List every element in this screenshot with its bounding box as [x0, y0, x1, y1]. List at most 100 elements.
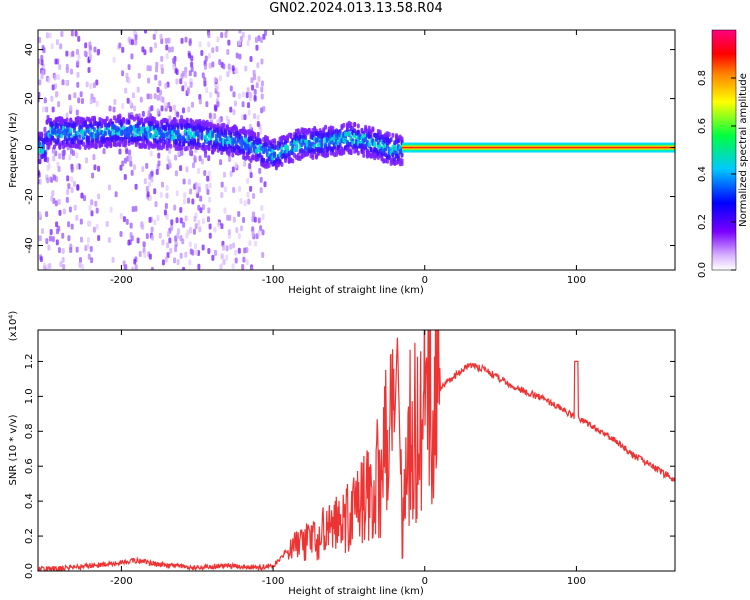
spectrogram-ridge-cell	[43, 151, 47, 157]
spectrogram-noise-cell	[89, 246, 93, 253]
spectrogram-ridge-cell	[43, 156, 47, 162]
spectrogram-noise-cell	[225, 254, 229, 261]
spectrogram-noise-cell	[127, 77, 131, 84]
spectrogram-noise-cell	[50, 95, 54, 102]
spectrogram-ridge-cell	[378, 129, 382, 135]
spectrogram-noise-cell	[206, 189, 210, 196]
spectrogram-noise-cell	[153, 188, 157, 195]
spectrogram-noise-cell	[79, 91, 83, 98]
spectrogram-noise-cell	[136, 237, 140, 244]
spectrogram-noise-cell	[254, 240, 258, 247]
spectrogram-noise-cell	[235, 52, 239, 59]
spectrogram-noise-cell	[208, 62, 212, 69]
spectrogram-noise-cell	[76, 71, 80, 78]
spectrogram-noise-cell	[235, 227, 239, 234]
spectrogram-noise-cell	[161, 239, 165, 246]
spectrogram-noise-cell	[39, 256, 43, 263]
spectrogram-noise-cell	[188, 40, 192, 47]
spectrogram-noise-cell	[121, 46, 125, 53]
spectrogram-noise-cell	[69, 247, 73, 254]
spectrogram-noise-cell	[146, 93, 150, 100]
spectrogram-noise-cell	[184, 66, 188, 73]
spectrogram-noise-cell	[215, 45, 219, 52]
spectrogram-noise-cell	[238, 30, 242, 34]
spectrogram-noise-cell	[220, 223, 224, 230]
spectrogram-noise-cell	[248, 163, 252, 170]
spectrogram-noise-cell	[173, 204, 177, 211]
spectrogram-noise-cell	[134, 183, 138, 190]
spectrogram-noise-cell	[241, 31, 245, 38]
spectrogram-noise-cell	[92, 82, 96, 89]
spectrogram-noise-cell	[208, 112, 212, 119]
spectrogram-noise-cell	[70, 223, 74, 230]
spectrogram-noise-cell	[93, 164, 97, 171]
spectrogram-noise-cell	[51, 190, 55, 197]
spectrogram-noise-cell	[118, 148, 122, 155]
spectrogram-noise-cell	[187, 106, 191, 113]
spectrogram-noise-cell	[157, 152, 161, 159]
spectrogram-noise-cell	[148, 65, 152, 72]
spectrogram-noise-cell	[203, 169, 207, 176]
spectrogram-noise-cell	[130, 169, 134, 176]
spectrogram-noise-cell	[167, 101, 171, 108]
spectrogram-noise-cell	[122, 216, 126, 223]
spectrogram-noise-cell	[107, 184, 111, 191]
spectrogram-noise-cell	[252, 211, 256, 218]
spectrogram-noise-cell	[65, 63, 69, 70]
spectrogram-noise-cell	[193, 154, 197, 161]
spectrogram-ridge-cell	[249, 145, 253, 151]
spectrogram-noise-cell	[75, 109, 79, 116]
spectrogram-noise-cell	[133, 105, 137, 112]
spectrogram-noise-cell	[227, 63, 231, 70]
spectrogram-noise-cell	[38, 79, 42, 86]
spectrogram-noise-cell	[216, 83, 220, 90]
spectrogram-ridge-cell	[280, 146, 284, 152]
spectrogram-noise-cell	[175, 217, 179, 224]
spectrogram-noise-cell	[132, 164, 136, 171]
spectrogram-noise-cell	[179, 78, 183, 85]
spectrogram-noise-cell	[87, 236, 91, 243]
spectrogram-noise-cell	[91, 172, 95, 179]
spectrogram-noise-cell	[159, 191, 163, 198]
spectrogram-noise-cell	[256, 62, 260, 69]
spectrogram-noise-cell	[136, 86, 140, 93]
spectrogram-noise-cell	[167, 37, 171, 44]
spectrogram-noise-cell	[170, 219, 174, 226]
spectrogram-noise-cell	[89, 98, 93, 105]
spectrogram-ridge-cell	[349, 149, 353, 155]
snr-frame	[37, 329, 676, 572]
spectrogram-noise-cell	[166, 242, 170, 249]
spectrogram-noise-cell	[75, 246, 79, 253]
spectrogram-noise-cell	[143, 251, 147, 258]
snr-y-label: SNR (10 * v/v)	[8, 414, 19, 485]
spectrogram-noise-cell	[155, 169, 159, 176]
spectrogram-noise-cell	[197, 186, 201, 193]
spectrogram-noise-cell	[40, 54, 44, 61]
spectrogram-ridge-cell	[142, 139, 146, 145]
spectrogram-noise-cell	[156, 86, 160, 93]
spectrogram-noise-cell	[137, 72, 141, 79]
colorbar-tick-label: 0.8	[697, 70, 708, 86]
spectrogram-ridge-cell	[256, 156, 260, 162]
spectrogram-ridge-cell	[324, 124, 328, 130]
spectrogram-ridge-cell	[267, 162, 271, 168]
spectrogram-noise-cell	[119, 164, 123, 171]
spectrogram-noise-cell	[259, 128, 263, 135]
spectrogram-noise-cell	[141, 46, 145, 53]
spectrogram-noise-cell	[111, 256, 115, 263]
spectrogram-ridge-cell	[83, 120, 87, 126]
spectrogram-noise-cell	[54, 58, 58, 65]
spectrogram-ridge-cell	[118, 113, 122, 119]
spectrogram-ridge-cell	[182, 135, 186, 141]
spectrogram-noise-cell	[246, 87, 250, 94]
spectrogram-noise-cell	[158, 89, 162, 96]
spectrogram-noise-cell	[45, 106, 49, 113]
spectrogram-y-tick-label: -20	[24, 188, 35, 204]
spectrogram-ridge-cell	[400, 158, 404, 164]
spectrogram-noise-cell	[201, 217, 205, 224]
spectrogram-x-tick-label: 100	[567, 275, 586, 286]
spectrogram-noise-cell	[208, 232, 212, 239]
spectrogram-noise-cell	[95, 223, 99, 230]
spectrogram-ridge-cell	[387, 131, 391, 137]
